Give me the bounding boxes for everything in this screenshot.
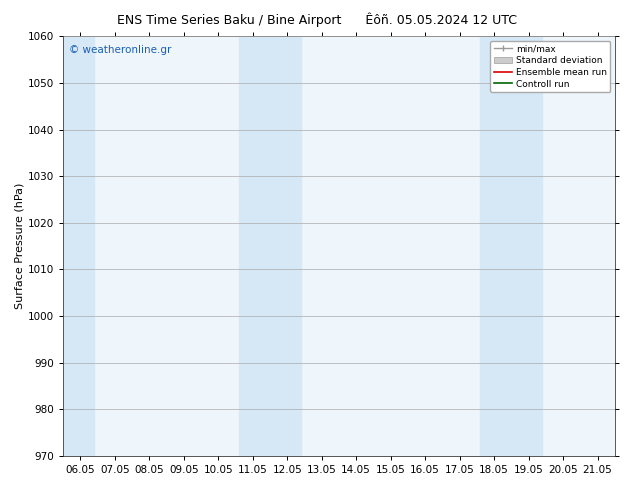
- Text: ENS Time Series Baku / Bine Airport      Êôñ. 05.05.2024 12 UTC: ENS Time Series Baku / Bine Airport Êôñ.…: [117, 12, 517, 27]
- Bar: [239, 36, 301, 456]
- Text: © weatheronline.gr: © weatheronline.gr: [68, 45, 171, 55]
- Y-axis label: Surface Pressure (hPa): Surface Pressure (hPa): [15, 183, 25, 309]
- Bar: [63, 36, 94, 456]
- Legend: min/max, Standard deviation, Ensemble mean run, Controll run: min/max, Standard deviation, Ensemble me…: [491, 41, 611, 92]
- Bar: [481, 36, 543, 456]
